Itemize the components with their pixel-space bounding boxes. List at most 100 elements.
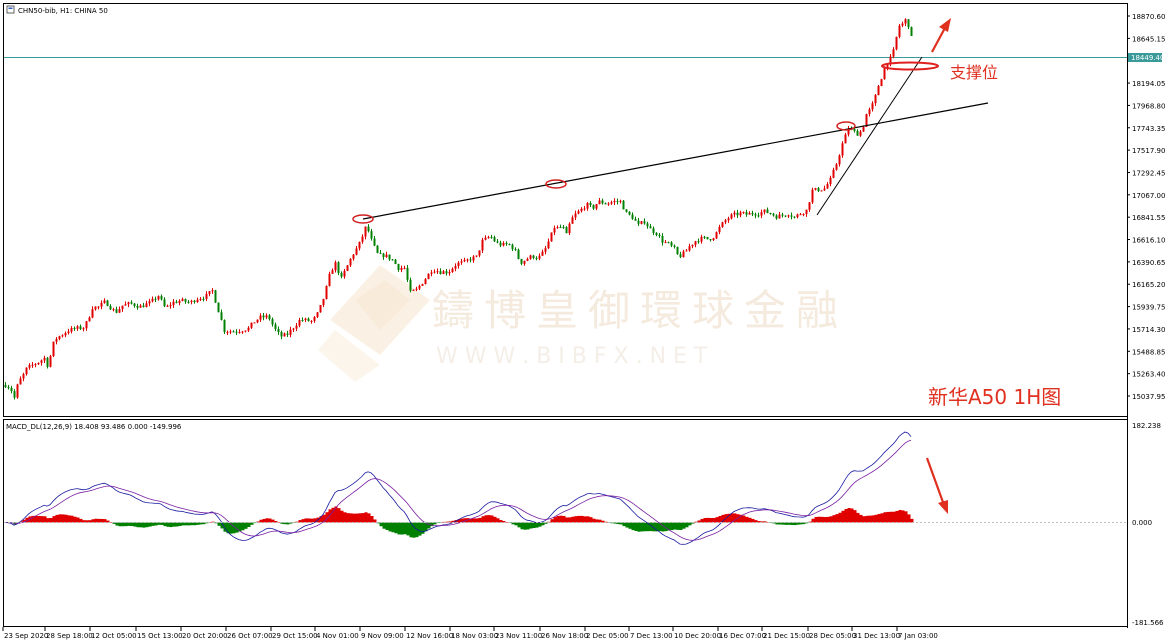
swing-high-circle-3 xyxy=(836,121,856,131)
up-arrow-icon xyxy=(931,18,951,53)
macd-histogram-bar xyxy=(346,513,350,523)
macd-histogram-bar xyxy=(49,518,53,523)
macd-histogram-bar xyxy=(46,518,50,523)
macd-histogram-bar xyxy=(262,518,266,523)
candle-body xyxy=(553,228,556,233)
macd-histogram-bar xyxy=(502,521,506,523)
macd-histogram-bar xyxy=(373,519,377,523)
time-tick-label: 18 Nov 03:00 xyxy=(451,632,498,640)
candle-body xyxy=(673,245,676,247)
swing-high-circle-2 xyxy=(545,179,567,189)
macd-histogram-bar xyxy=(352,513,356,523)
macd-histogram-bar xyxy=(904,511,908,523)
macd-histogram-bar xyxy=(727,513,731,523)
price-tick-label: 17292.45 xyxy=(1132,169,1165,177)
macd-histogram-bar xyxy=(784,522,788,525)
candle-body xyxy=(799,214,802,216)
candle-body xyxy=(184,299,187,302)
macd-histogram-bar xyxy=(640,522,644,532)
macd-tick-zero: 0.000 xyxy=(1132,519,1152,527)
macd-histogram-bar xyxy=(691,522,695,524)
candle-body xyxy=(253,322,256,324)
candle-body xyxy=(220,312,223,320)
candle-body xyxy=(133,303,136,307)
candle-body xyxy=(163,299,166,307)
price-tick-label: 16390.65 xyxy=(1132,259,1165,267)
macd-histogram-bar xyxy=(313,518,317,523)
macd-histogram-bar xyxy=(109,522,113,523)
candle-body xyxy=(319,305,322,313)
candle-body xyxy=(667,242,670,244)
macd-histogram-bar xyxy=(271,519,275,523)
candle-body xyxy=(19,378,22,385)
candle-body xyxy=(244,330,247,332)
macd-histogram-bar xyxy=(328,509,332,523)
macd-histogram-bar xyxy=(499,520,503,523)
macd-histogram-bar xyxy=(334,506,338,523)
macd-histogram-bar xyxy=(229,522,233,534)
candle-body xyxy=(25,367,28,375)
watermark: 鑄博皇御環球金融 W W W . B I B F X . N E T xyxy=(318,265,838,382)
macd-histogram-bar xyxy=(88,520,92,523)
time-tick-label: 7 Dec 13:00 xyxy=(630,632,673,640)
candle-body xyxy=(499,242,502,246)
macd-histogram-bar xyxy=(676,522,680,530)
macd-histogram-bar xyxy=(742,515,746,523)
macd-histogram-bar xyxy=(664,522,668,532)
candle-body xyxy=(511,244,514,250)
macd-histogram-bar xyxy=(382,522,386,529)
macd-histogram-bar xyxy=(133,522,137,527)
macd-histogram-bar xyxy=(307,518,311,523)
macd-histogram-bar xyxy=(340,510,344,523)
candle-body xyxy=(7,387,10,389)
candle-body xyxy=(664,242,667,244)
macd-histogram-bar xyxy=(472,518,476,523)
price-tick-label: 15037.95 xyxy=(1132,393,1165,401)
candle-body xyxy=(694,241,697,245)
macd-histogram-bar xyxy=(361,513,365,523)
candle-body xyxy=(649,226,652,229)
candle-body xyxy=(874,95,877,104)
candle-body xyxy=(550,232,553,242)
candle-body xyxy=(88,317,91,322)
macd-histogram-bar xyxy=(103,519,107,523)
macd-histogram-bar xyxy=(769,522,773,523)
candle-body xyxy=(772,213,775,216)
candle-body xyxy=(94,306,97,310)
macd-histogram-bar xyxy=(466,518,470,523)
macd-histogram-bar xyxy=(406,522,410,536)
macd-histogram-bar xyxy=(649,522,653,532)
macd-histogram-bar xyxy=(388,522,392,532)
macd-histogram-bar xyxy=(322,514,326,523)
macd-histogram-bar xyxy=(115,522,119,526)
candle-body xyxy=(796,214,799,218)
macd-histogram-bar xyxy=(394,522,398,534)
candle-body xyxy=(586,202,589,209)
candle-body xyxy=(457,262,460,267)
candle-body xyxy=(259,315,262,320)
macd-histogram-bar xyxy=(721,514,725,523)
candle-body xyxy=(640,221,643,224)
candle-body xyxy=(316,312,319,318)
candle-body xyxy=(844,134,847,144)
candle-body xyxy=(118,309,121,313)
macd-tick-top: 182.238 xyxy=(1132,422,1161,430)
macd-histogram-bar xyxy=(469,518,473,523)
down-arrow-icon xyxy=(925,457,948,514)
menu-icon[interactable] xyxy=(6,5,15,14)
macd-histogram-bar xyxy=(514,522,518,526)
macd-histogram-bar xyxy=(550,519,554,523)
macd-histogram-bar xyxy=(112,522,116,524)
macd-histogram-bar xyxy=(247,522,251,528)
macd-histogram-bar xyxy=(619,522,623,525)
candle-body xyxy=(313,317,316,321)
macd-histogram-bar xyxy=(763,521,767,523)
candle-body xyxy=(742,212,745,214)
macd-histogram-bar xyxy=(70,515,74,523)
candle-body xyxy=(235,331,238,333)
macd-histogram-bar xyxy=(733,513,737,523)
candle-body xyxy=(655,232,658,236)
candle-body xyxy=(523,260,526,264)
candle-body xyxy=(886,63,889,69)
